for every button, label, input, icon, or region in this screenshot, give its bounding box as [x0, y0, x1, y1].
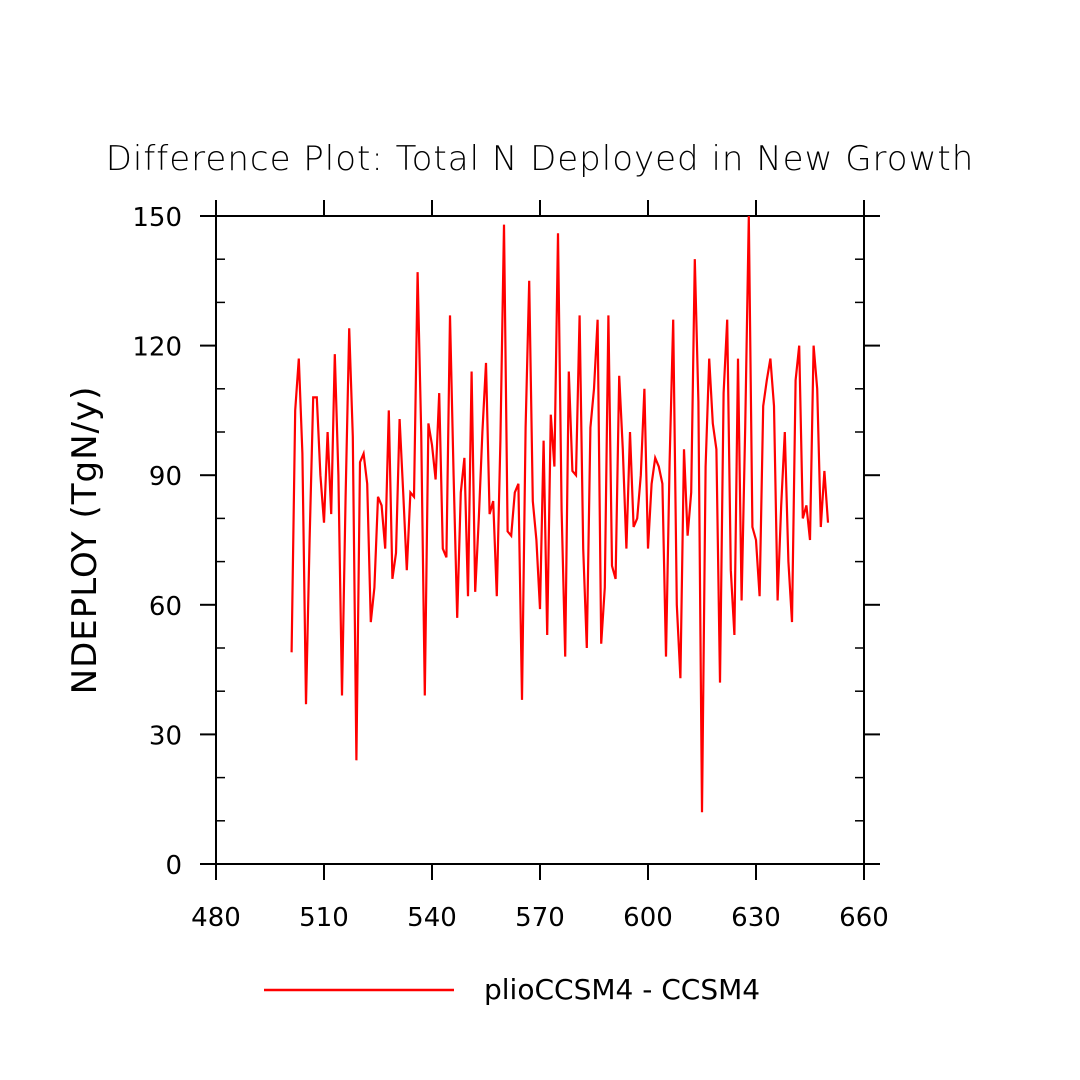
x-tick-label: 600	[623, 903, 673, 933]
x-tick-label: 480	[191, 903, 241, 933]
chart-title: Difference Plot: Total N Deployed in New…	[106, 139, 975, 179]
y-tick-label: 90	[149, 462, 182, 492]
y-tick-label: 150	[132, 203, 182, 233]
ticks: 480 510 540 570 600 630 660 0 30 60 90 120 150	[132, 200, 889, 933]
plot-area	[290, 215, 830, 813]
x-tick-label: 570	[515, 903, 565, 933]
y-tick-label: 0	[165, 851, 182, 881]
series-line	[290, 215, 830, 813]
y-axis-label: NDEPLOY (TgN/y)	[65, 386, 105, 695]
y-tick-label: 30	[149, 721, 182, 751]
y-tick-label: 120	[132, 333, 182, 363]
legend: plioCCSM4 - CCSM4	[264, 973, 760, 1006]
x-tick-label: 660	[839, 903, 889, 933]
x-tick-label: 510	[299, 903, 349, 933]
axes	[215, 215, 865, 865]
plot-frame	[215, 215, 865, 865]
x-tick-label: 540	[407, 903, 457, 933]
legend-label: plioCCSM4 - CCSM4	[484, 973, 760, 1006]
x-tick-label: 630	[731, 903, 781, 933]
y-tick-label: 60	[149, 592, 182, 622]
